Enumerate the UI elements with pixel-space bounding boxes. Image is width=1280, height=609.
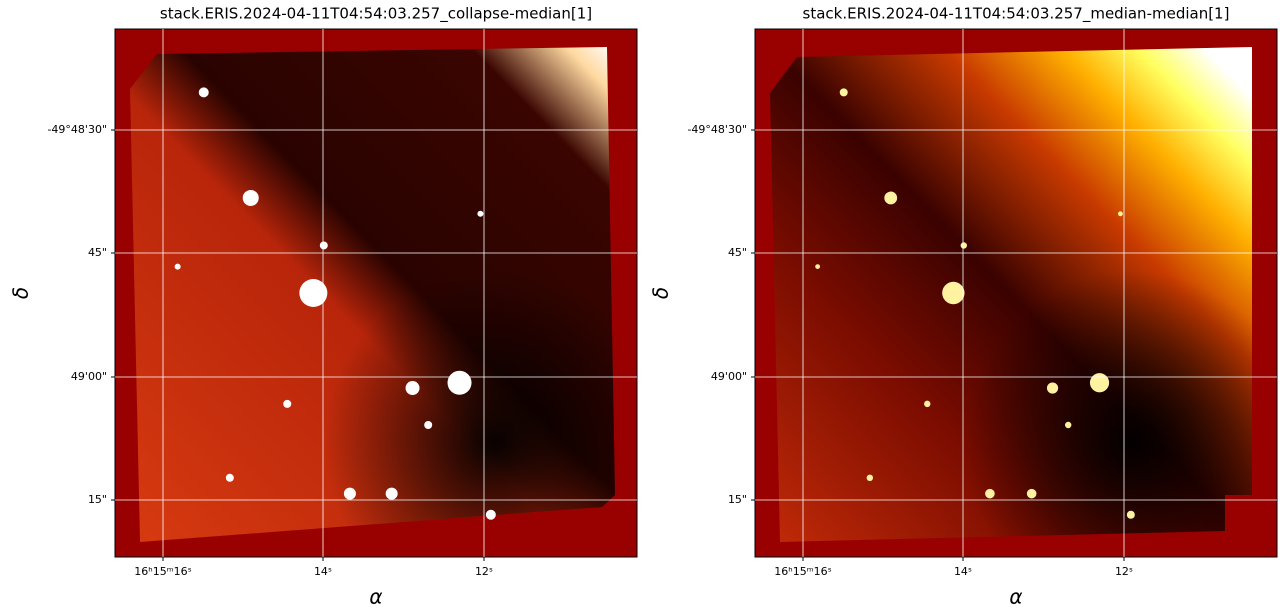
axes-frame — [754, 28, 1278, 558]
star — [1118, 211, 1123, 217]
y-tick-label: -49°48'30" — [687, 123, 747, 136]
star — [884, 191, 898, 205]
x-tick-label: 16ʰ15ᵐ16ˢ — [134, 565, 191, 578]
star — [815, 264, 821, 269]
star — [385, 487, 398, 500]
star — [424, 421, 433, 429]
y-tick-label: 45" — [728, 246, 747, 259]
star — [1065, 421, 1072, 429]
x-axis-label: α — [1009, 585, 1022, 609]
x-axis-label: α — [369, 585, 382, 609]
y-axis-label: δ — [9, 287, 33, 299]
x-tick-label: 16ʰ15ᵐ16ˢ — [774, 565, 831, 578]
image-panel — [754, 28, 1278, 558]
star — [942, 281, 965, 305]
star — [1046, 382, 1059, 394]
y-tick-label: 49'00" — [711, 370, 747, 383]
star — [477, 210, 484, 217]
star — [924, 400, 931, 408]
star — [485, 509, 496, 520]
axes-frame — [114, 28, 638, 558]
star — [242, 189, 259, 206]
star — [866, 474, 874, 481]
star — [225, 473, 234, 482]
x-tick-label: 14ˢ — [954, 565, 972, 578]
star — [985, 488, 995, 499]
star — [174, 263, 181, 270]
star — [343, 487, 356, 500]
chart-title: stack.ERIS.2024-04-11T04:54:03.257_media… — [803, 5, 1230, 24]
y-tick-label: 15" — [728, 493, 747, 506]
star — [283, 399, 292, 408]
x-tick-label: 12ˢ — [1115, 565, 1133, 578]
star — [299, 279, 328, 307]
y-tick-label: 45" — [88, 246, 107, 259]
star — [405, 381, 420, 396]
y-tick-label: 49'00" — [71, 370, 107, 383]
chart-title: stack.ERIS.2024-04-11T04:54:03.257_colla… — [160, 5, 592, 24]
star — [1089, 373, 1110, 393]
y-tick-label: -49°48'30" — [47, 123, 107, 136]
star — [447, 370, 472, 395]
star — [839, 88, 848, 97]
image-panel — [114, 28, 638, 558]
y-axis-label: δ — [649, 287, 673, 299]
star — [960, 242, 967, 249]
y-tick-label: 15" — [88, 493, 107, 506]
image-shadow — [770, 47, 1252, 542]
star — [1126, 510, 1135, 519]
x-tick-label: 14ˢ — [314, 565, 332, 578]
x-tick-label: 12ˢ — [475, 565, 493, 578]
star — [198, 87, 209, 98]
image-shadow — [130, 47, 615, 542]
star — [1026, 488, 1037, 499]
star — [319, 241, 328, 250]
